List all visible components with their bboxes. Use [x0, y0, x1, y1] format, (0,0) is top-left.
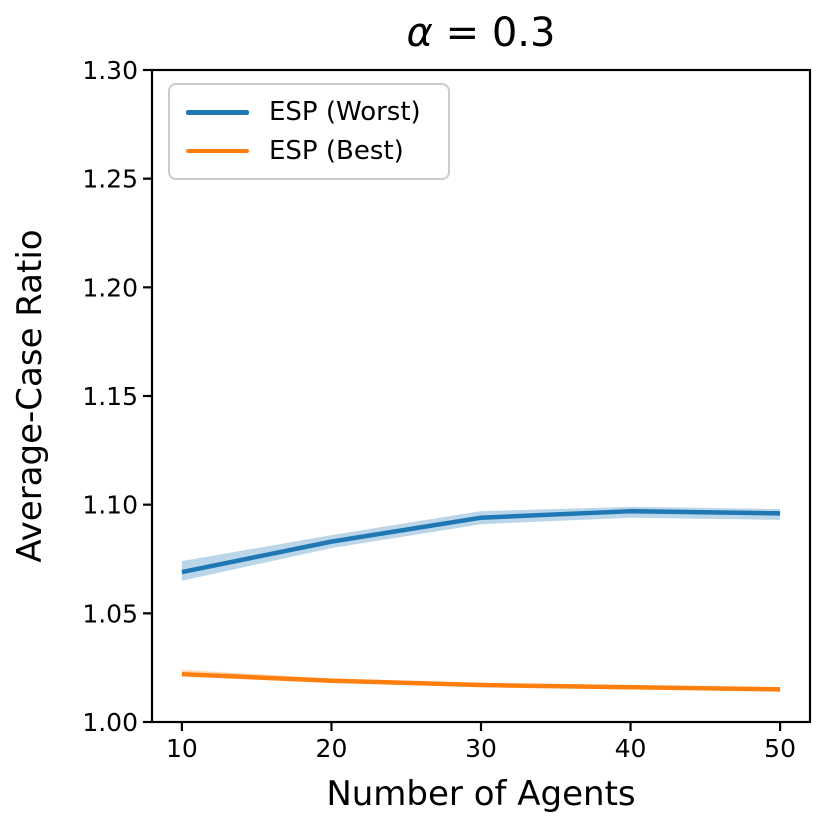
chart-title: α = 0.3 [152, 10, 810, 56]
y-tick-label: 1.10 [82, 491, 138, 520]
esp-best-line-swatch [186, 148, 249, 153]
y-tick-label: 1.00 [82, 708, 138, 737]
y-tick-label: 1.30 [82, 56, 138, 85]
title-value: = 0.3 [432, 10, 556, 56]
legend-label-esp-best: ESP (Best) [269, 135, 404, 166]
legend-item-esp-best: ESP (Best) [178, 136, 440, 166]
x-tick-label: 40 [615, 734, 647, 763]
x-tick-label: 50 [764, 734, 796, 763]
legend-item-esp-worst: ESP (Worst) [178, 97, 440, 127]
esp-best-line [181, 671, 781, 692]
x-axis-label: Number of Agents [326, 774, 636, 814]
esp-worst-line [181, 508, 781, 575]
esp-worst-line-swatch [186, 110, 249, 115]
y-tick-label: 1.15 [82, 382, 138, 411]
x-tick-label: 20 [316, 734, 348, 763]
title-alpha-symbol: α [406, 10, 433, 56]
y-tick-label: 1.20 [82, 273, 138, 302]
x-tick-label: 30 [465, 734, 497, 763]
y-tick-label: 1.25 [82, 165, 138, 194]
legend: ESP (Worst) ESP (Best) [168, 83, 450, 180]
x-tick-label: 10 [166, 734, 198, 763]
legend-label-esp-worst: ESP (Worst) [269, 97, 421, 128]
y-tick-label: 1.05 [82, 599, 138, 628]
